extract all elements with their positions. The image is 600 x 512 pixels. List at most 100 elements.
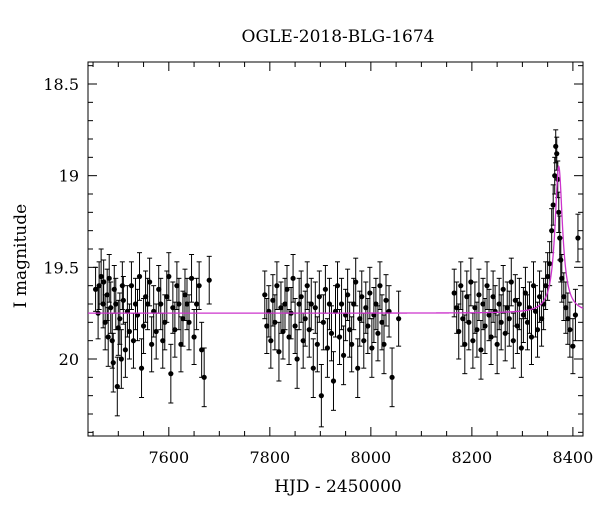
data-point	[320, 319, 326, 325]
data-point	[470, 338, 476, 344]
data-point	[549, 228, 555, 234]
data-point	[100, 301, 106, 307]
data-point	[357, 316, 363, 322]
data-point	[363, 305, 369, 311]
data-point	[106, 275, 112, 281]
data-point	[312, 305, 318, 311]
data-point	[180, 316, 186, 322]
data-point	[153, 328, 159, 335]
data-point	[172, 327, 178, 333]
data-point	[508, 279, 514, 285]
data-point	[347, 327, 353, 333]
data-point	[298, 294, 304, 300]
data-point	[520, 312, 526, 318]
data-point	[552, 173, 558, 179]
data-point	[270, 297, 276, 303]
data-point	[514, 323, 520, 329]
data-point	[543, 283, 549, 289]
x-tick-label: 8000	[350, 448, 391, 467]
data-point	[188, 275, 195, 281]
data-point	[451, 290, 457, 296]
data-point	[126, 328, 133, 335]
data-point	[359, 294, 365, 300]
data-point	[506, 316, 512, 322]
data-point	[326, 301, 333, 307]
data-point	[280, 328, 286, 335]
data-point	[115, 325, 121, 331]
data-point	[468, 279, 474, 285]
data-point	[158, 301, 164, 307]
data-point	[278, 305, 284, 311]
data-point	[114, 383, 120, 390]
data-point	[142, 294, 149, 300]
data-point	[178, 341, 184, 347]
data-point	[375, 330, 381, 336]
data-point	[522, 290, 529, 296]
y-tick-label: 20	[59, 350, 79, 369]
data-point	[168, 371, 174, 377]
x-tick-labels: 7600 7800 8000 8200 8400	[148, 448, 593, 467]
data-point	[302, 316, 308, 322]
data-point	[534, 327, 541, 333]
data-point	[498, 319, 504, 325]
data-point	[276, 349, 282, 355]
data-point	[164, 294, 170, 300]
data-point	[156, 286, 162, 292]
data-point	[160, 338, 166, 344]
data-point	[553, 143, 559, 149]
data-point	[174, 283, 180, 289]
data-point	[367, 290, 373, 296]
data-point	[138, 365, 145, 371]
data-point	[96, 283, 102, 289]
data-point	[113, 301, 119, 307]
data-point	[330, 378, 337, 384]
data-point	[383, 297, 389, 303]
data-point	[349, 341, 355, 347]
data-point	[365, 323, 371, 329]
data-point	[482, 323, 488, 329]
data-point	[206, 277, 212, 283]
data-point	[557, 235, 563, 241]
x-axis-label: HJD - 2450000	[274, 477, 402, 497]
data-point	[545, 273, 551, 280]
data-point	[554, 151, 560, 157]
y-axis-label: I magnitude	[11, 204, 31, 308]
axis-ticks	[88, 62, 583, 436]
error-bars	[93, 129, 581, 428]
data-point	[538, 316, 545, 322]
data-point	[486, 312, 492, 318]
data-point	[561, 294, 567, 300]
data-point	[170, 305, 176, 311]
data-point	[456, 328, 462, 335]
data-point	[147, 279, 153, 285]
data-point	[318, 393, 324, 399]
data-point	[502, 330, 508, 336]
data-point	[536, 294, 543, 300]
data-point	[458, 283, 464, 289]
y-tick-label: 19.5	[43, 258, 79, 277]
data-point	[108, 305, 114, 311]
data-point	[563, 305, 569, 311]
model-line	[88, 165, 584, 314]
data-point	[328, 330, 335, 336]
data-point	[272, 319, 278, 325]
data-point	[478, 347, 484, 353]
data-point	[516, 301, 522, 307]
data-point	[355, 365, 361, 371]
data-point	[369, 345, 375, 351]
x-tick-label: 8400	[553, 448, 594, 467]
data-point	[550, 202, 556, 208]
data-point	[558, 257, 564, 263]
data-point	[353, 279, 359, 285]
data-point	[120, 297, 126, 303]
data-point	[454, 305, 460, 311]
x-tick-label: 7800	[249, 448, 290, 467]
x-tick-label: 8200	[452, 448, 493, 467]
data-point	[379, 319, 385, 325]
data-point	[92, 286, 99, 292]
data-point	[290, 275, 296, 281]
data-point	[176, 301, 182, 307]
data-point	[518, 345, 524, 351]
data-point	[128, 283, 135, 289]
data-point	[286, 334, 292, 340]
